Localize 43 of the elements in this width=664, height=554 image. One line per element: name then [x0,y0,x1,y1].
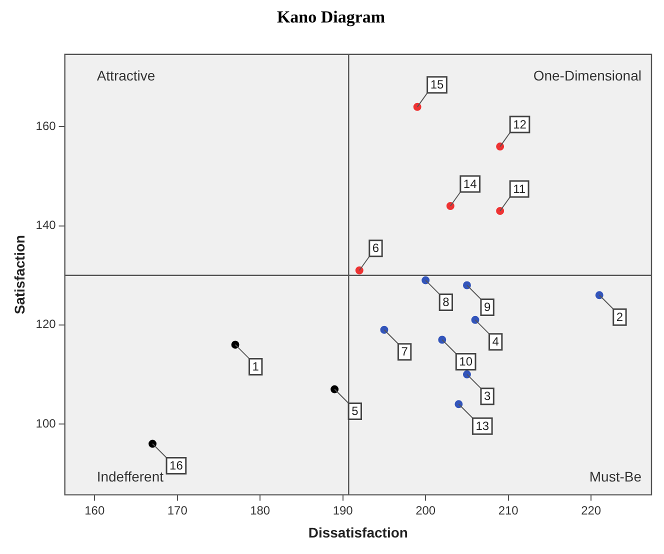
annotation: Attractive [96,67,156,84]
x-tick-label: 170 [167,503,188,518]
annotation: 4 [492,334,500,349]
annotation: 16 [170,458,184,473]
point [148,440,157,448]
point [454,400,463,408]
chart-title: Kano Diagram [276,8,386,27]
point [462,281,471,290]
annotation: 6 [372,241,380,256]
point [446,202,454,210]
annotation: 13 [476,418,490,433]
annotation: 7 [401,344,408,359]
annotation: 14 [463,176,478,191]
point [595,291,604,300]
x-tick-label: 210 [498,503,519,518]
annotation: 1 [252,360,260,374]
y-tick-label: 160 [36,119,56,134]
annotation: Must-Be [589,468,642,485]
point [438,336,446,344]
y-tick-label: 140 [36,218,56,232]
annotation: 2 [616,310,624,324]
annotation: 8 [442,295,450,310]
y-tick-label: 120 [36,317,56,332]
annotation: One-Dimensional [533,67,642,84]
annotation: 5 [352,404,359,418]
x-tick-label: 190 [332,503,354,518]
annotation: 11 [513,182,526,196]
annotation: Indefferent [96,468,164,485]
x-tick-label: 160 [84,503,105,518]
x-axis-title: Dissatisfaction [308,524,408,540]
y-tick-label: 100 [36,416,56,430]
x-tick-label: 200 [416,503,436,518]
point [496,206,504,215]
point [355,266,364,274]
annotation: 3 [484,389,491,404]
x-tick-label: 180 [250,503,270,518]
point [496,142,504,151]
annotation: 10 [459,354,473,369]
annotation: 12 [513,117,527,132]
annotation: 9 [484,300,491,314]
x-tick-label: 220 [581,503,602,518]
y-axis-title: Satisfaction [11,234,28,314]
annotation: 15 [430,78,444,92]
